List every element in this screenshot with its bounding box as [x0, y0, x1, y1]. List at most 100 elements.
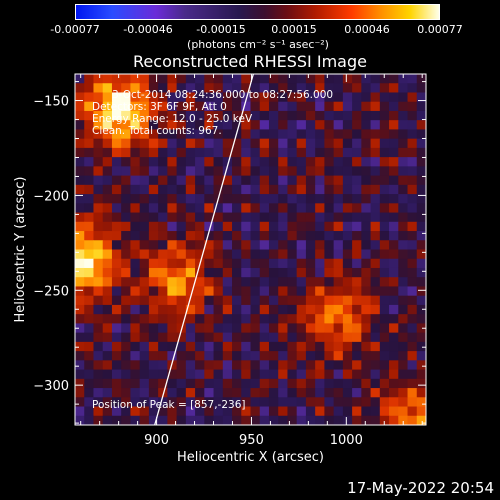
heatmap-cell [407, 267, 418, 278]
heatmap-cell [305, 212, 316, 223]
heatmap-cell [232, 369, 242, 380]
heatmap-cell [342, 397, 353, 407]
heatmap-cell [167, 194, 178, 204]
heatmap-cell [176, 221, 187, 232]
heatmap-cell [93, 378, 104, 389]
heatmap-cell [158, 194, 168, 204]
heatmap-cell [259, 157, 270, 167]
heatmap-cell [398, 258, 408, 269]
heatmap-cell [139, 388, 150, 398]
heatmap-cell [84, 203, 94, 213]
heatmap-cell [241, 120, 251, 130]
heatmap-cell [121, 166, 131, 177]
heatmap-cell [241, 351, 251, 361]
heatmap-cell [398, 304, 408, 315]
heatmap-cell [84, 212, 94, 223]
heatmap-cell [379, 388, 390, 398]
heatmap-cell [148, 415, 159, 426]
heatmap-cell [222, 360, 233, 370]
heatmap-cell [204, 286, 214, 297]
heatmap-cell [268, 101, 279, 112]
heatmap-cell [195, 83, 205, 93]
heatmap-cell [315, 378, 325, 389]
heatmap-cell [342, 120, 353, 130]
heatmap-cell [296, 378, 307, 389]
heatmap-cell [352, 92, 362, 103]
heatmap-cell [361, 277, 371, 287]
heatmap-cell [148, 323, 159, 334]
heatmap-cell [296, 286, 307, 297]
heatmap-cell [102, 120, 113, 130]
chart-annotation: Energy Range: 12.0 - 25.0 keV [92, 113, 253, 125]
heatmap-cell [102, 138, 113, 149]
heatmap-cell [268, 221, 279, 232]
heatmap-cell [222, 92, 233, 103]
heatmap-cell [259, 323, 270, 334]
heatmap-cell [130, 194, 141, 204]
heatmap-cell [324, 175, 335, 186]
heatmap-cell [213, 323, 224, 334]
heatmap-cell [315, 360, 325, 370]
heatmap-cell [250, 129, 261, 140]
heatmap-cell [167, 397, 178, 407]
heatmap-cell [185, 138, 196, 149]
heatmap-cell [407, 369, 418, 380]
heatmap-cell [370, 212, 381, 223]
heatmap-cell [241, 74, 251, 84]
heatmap-cell [185, 295, 196, 306]
heatmap-cell [176, 286, 187, 297]
heatmap-cell [213, 175, 224, 186]
heatmap-cell [379, 332, 390, 343]
heatmap-cell [93, 341, 104, 352]
heatmap-cell [176, 110, 187, 121]
heatmap-cell [333, 277, 344, 287]
heatmap-cell [241, 369, 251, 380]
heatmap-cell [352, 147, 362, 158]
heatmap-cell [333, 406, 344, 417]
heatmap-cell [222, 378, 233, 389]
heatmap-cell [305, 267, 316, 278]
heatmap-cell [416, 397, 427, 407]
heatmap-cell [250, 341, 261, 352]
heatmap-cell [416, 74, 427, 84]
heatmap-cell [84, 360, 94, 370]
heatmap-cell [324, 378, 335, 389]
heatmap-cell [305, 129, 316, 140]
heatmap-cell [370, 369, 381, 380]
heatmap-cell [370, 397, 381, 407]
heatmap-cell [84, 83, 94, 93]
heatmap-cell [389, 388, 399, 398]
heatmap-cell [389, 360, 399, 370]
heatmap-cell [398, 277, 408, 287]
heatmap-cell [370, 92, 381, 103]
heatmap-cell [389, 175, 399, 186]
heatmap-cell [232, 221, 242, 232]
heatmap-cell [407, 120, 418, 130]
heatmap-cell [167, 249, 178, 260]
heatmap-cell [176, 249, 187, 260]
heatmap-cell [84, 369, 94, 380]
heatmap-cell [416, 231, 427, 241]
heatmap-cell [361, 203, 371, 213]
heatmap-cell [287, 332, 298, 343]
heatmap-cell [361, 194, 371, 204]
heatmap-cell [241, 267, 251, 278]
heatmap-cell [139, 415, 150, 426]
heatmap-cell [259, 203, 270, 213]
heatmap-cell [176, 83, 187, 93]
heatmap-cell [398, 157, 408, 167]
heatmap-cell [93, 360, 104, 370]
heatmap-cell [296, 184, 307, 195]
heatmap-cell [185, 212, 196, 223]
heatmap-cell [84, 231, 94, 241]
heatmap-cell [111, 74, 122, 84]
heatmap-cell [352, 341, 362, 352]
heatmap-cell [102, 397, 113, 407]
heatmap-cell [102, 277, 113, 287]
heatmap-cell [102, 203, 113, 213]
heatmap-cell [111, 231, 122, 241]
heatmap-cell [121, 415, 131, 426]
heatmap-cell [195, 166, 205, 177]
heatmap-cell [241, 378, 251, 389]
heatmap-cell [361, 83, 371, 93]
